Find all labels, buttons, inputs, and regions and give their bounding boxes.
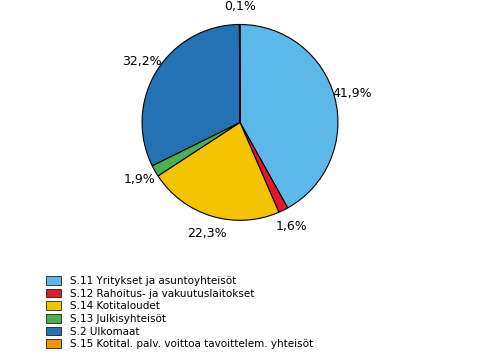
Wedge shape	[142, 24, 240, 166]
Wedge shape	[240, 24, 338, 208]
Text: 22,3%: 22,3%	[187, 226, 227, 239]
Wedge shape	[240, 122, 288, 212]
Wedge shape	[158, 122, 279, 220]
Text: 41,9%: 41,9%	[332, 87, 372, 100]
Text: 32,2%: 32,2%	[122, 55, 161, 68]
Text: 0,1%: 0,1%	[224, 0, 255, 13]
Wedge shape	[152, 122, 240, 176]
Text: 1,9%: 1,9%	[124, 173, 156, 186]
Legend: S.11 Yritykset ja asuntoyhteisöt, S.12 Rahoitus- ja vakuutuslaitokset, S.14 Koti: S.11 Yritykset ja asuntoyhteisöt, S.12 R…	[44, 274, 315, 351]
Text: 1,6%: 1,6%	[276, 220, 307, 233]
